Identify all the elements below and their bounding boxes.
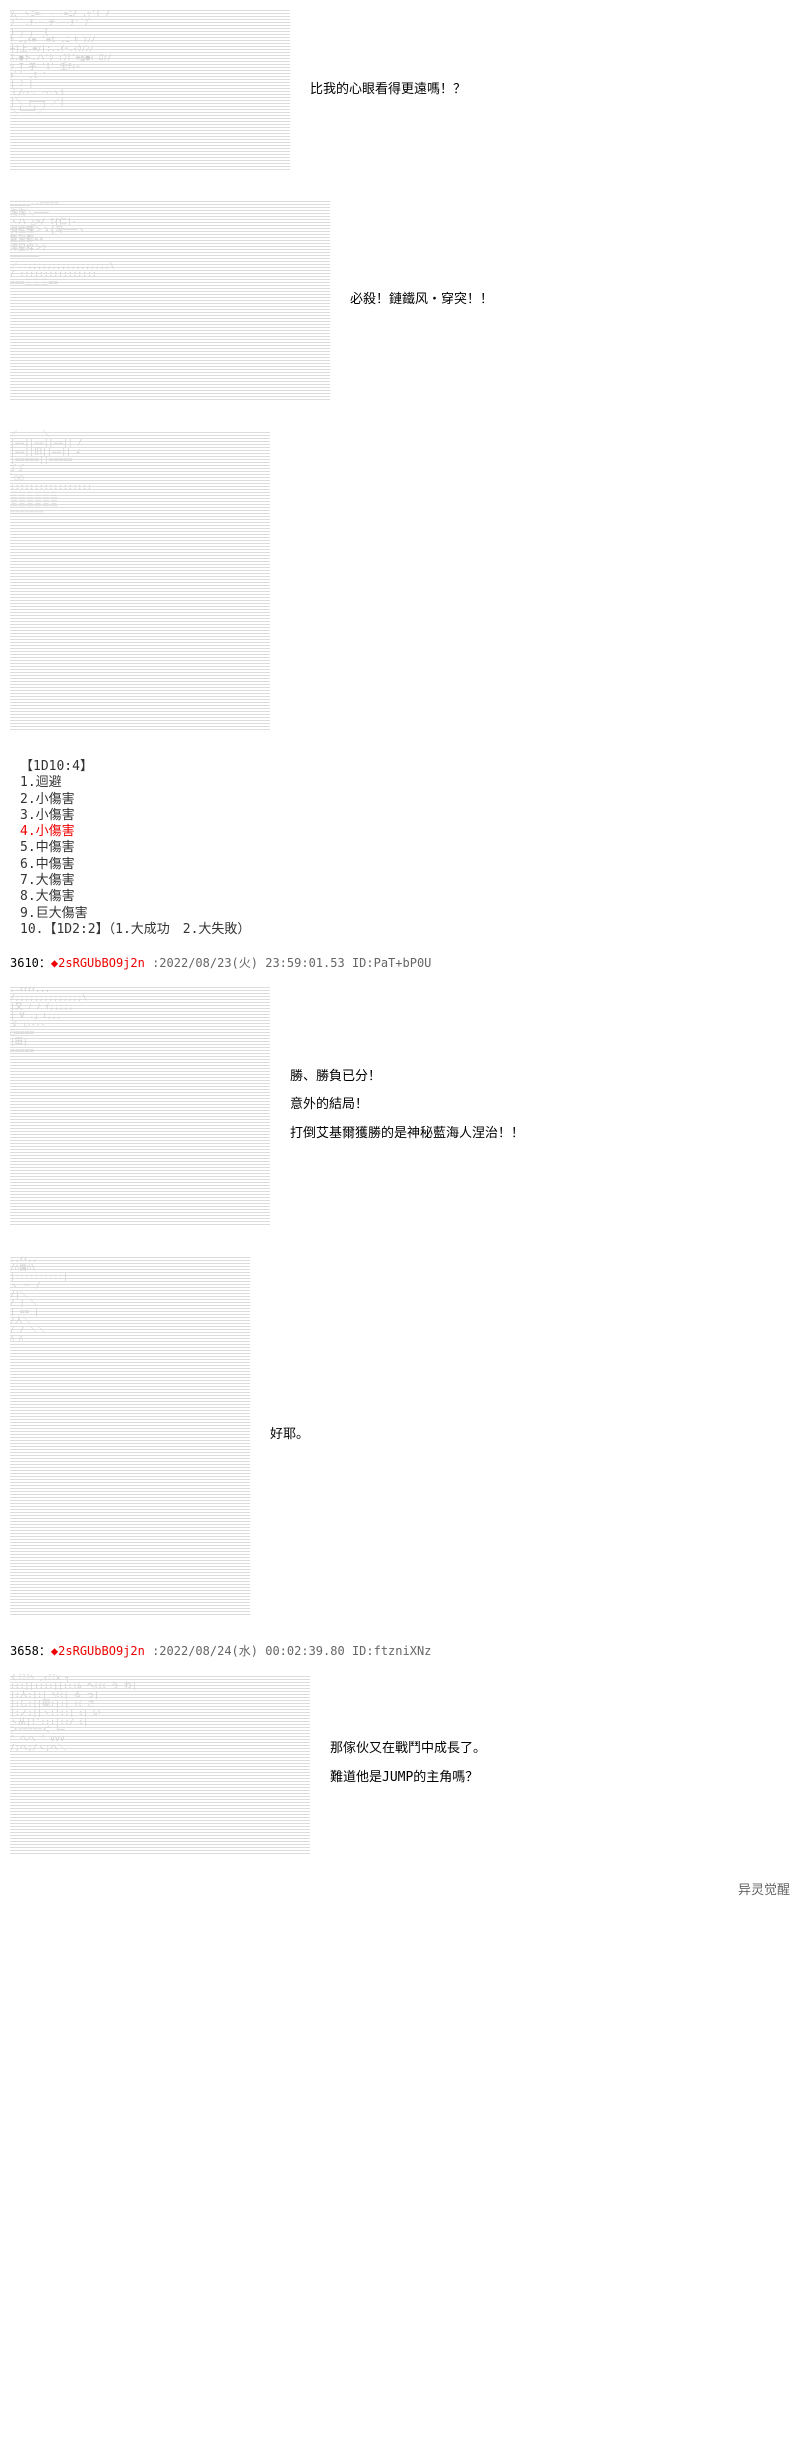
dice-item: 9.巨大傷害 <box>20 907 790 921</box>
panel-4: ,.ｨｨｨｨ,,,/;;;;;;;;;;;;;;\|又 ﾉ ﾉ ｲ;;;;;| … <box>10 985 790 1225</box>
panel-5: ,,ｨｨ,,/ﾊ倫ﾊ\|::::::::::|ヽ ー //|＼/ | ＼| ==… <box>10 1255 790 1615</box>
page-footer: 异灵觉醒 <box>10 1884 790 1898</box>
post-date: :2022/08/23(火) 23:59:01.53 <box>152 956 345 970</box>
ascii-art-commentator: くﾐﾐﾐﾍ ,ｨﾐﾐx ┐:::||::::||:::ﾑ ヘﾐﾐﾐ う わ||:… <box>10 1674 310 1854</box>
dice-item: 7.大傷害 <box>20 874 790 888</box>
panel-2: ﾆﾆﾆﾆﾆ--====洶洶＼───ヽハ △>/ ﾐ{仁|-彁壁輔＞ゝ{洶───ヽ… <box>10 200 790 400</box>
ascii-art-victor: ,,ｨｨ,,/ﾊ倫ﾊ\|::::::::::|ヽ ー //|＼/ | ＼| ==… <box>10 1255 250 1615</box>
panel-1: ｿ､ ヽﾆ=- - -=ﾆ/ ,ｯ'( /ﾌ ﾞ`.ﾁ-─-チ-─-ﾁ'´ﾌﾞ}… <box>10 10 790 170</box>
post-trip: ◆2sRGUbBO9j2n <box>51 956 145 970</box>
post-header-1: 3610：◆2sRGUbBO9j2n :2022/08/23(火) 23:59:… <box>10 957 790 970</box>
dice-item: 10.【1D2:2】（1.大成功 2.大失敗） <box>20 923 790 937</box>
ascii-art-face-1: ｿ､ ヽﾆ=- - -=ﾆ/ ,ｯ'( /ﾌ ﾞ`.ﾁ-─-チ-─-ﾁ'´ﾌﾞ}… <box>10 10 290 170</box>
panel-3: ／￣￣￣＼|==||==||==|| /|==||旧||==|| ∠|=====… <box>10 430 790 730</box>
dice-header: 【1D10:4】 <box>20 760 790 774</box>
dialog-2: 必殺！鏈鐵风・穿突！！ <box>350 293 493 307</box>
dialog-6: 那傢伙又在戰鬥中成長了。 難道他是JUMP的主角嗎？ <box>330 1742 486 1785</box>
ascii-art-pose: ／￣￣￣＼|==||==||==|| /|==||旧||==|| ∠|=====… <box>10 430 270 730</box>
dice-item-highlight: 4.小傷害 <box>20 825 790 839</box>
post-id: ID:PaT+bP0U <box>352 956 431 970</box>
post-id: ID:ftzniXNz <box>352 1644 431 1658</box>
dice-results: 【1D10:4】 1.迴避 2.小傷害 3.小傷害 4.小傷害 5.中傷害 6.… <box>20 760 790 937</box>
post-number: 3658： <box>10 1644 51 1658</box>
dice-item: 6.中傷害 <box>20 858 790 872</box>
post-date: :2022/08/24(水) 00:02:39.80 <box>152 1644 345 1658</box>
dialog-line: 那傢伙又在戰鬥中成長了。 <box>330 1742 486 1756</box>
post-header-2: 3658：◆2sRGUbBO9j2n :2022/08/24(水) 00:02:… <box>10 1645 790 1658</box>
dialog-4: 勝、勝負已分！ 意外的結局！ 打倒艾基爾獲勝的是神秘藍海人涅治！！ <box>290 1070 524 1141</box>
dice-item: 3.小傷害 <box>20 809 790 823</box>
dice-item: 8.大傷害 <box>20 890 790 904</box>
dialog-5: 好耶。 <box>270 1428 309 1442</box>
post-trip: ◆2sRGUbBO9j2n <box>51 1644 145 1658</box>
dialog-1: 比我的心眼看得更遠嗎！？ <box>310 83 466 97</box>
dialog-line: 意外的結局！ <box>290 1098 524 1112</box>
dialog-line: 勝、勝負已分！ <box>290 1070 524 1084</box>
dialog-line: 打倒艾基爾獲勝的是神秘藍海人涅治！！ <box>290 1127 524 1141</box>
ascii-art-announcer: ,.ｨｨｨｨ,,,/;;;;;;;;;;;;;;\|又 ﾉ ﾉ ｲ;;;;;| … <box>10 985 270 1225</box>
dice-item: 5.中傷害 <box>20 841 790 855</box>
post-number: 3610： <box>10 956 51 970</box>
dice-item: 2.小傷害 <box>20 793 790 807</box>
dice-item: 1.迴避 <box>20 776 790 790</box>
ascii-art-attack: ﾆﾆﾆﾆﾆ--====洶洶＼───ヽハ △>/ ﾐ{仁|-彁壁輔＞ゝ{洶───ヽ… <box>10 200 330 400</box>
panel-6: くﾐﾐﾐﾍ ,ｨﾐﾐx ┐:::||::::||:::ﾑ ヘﾐﾐﾐ う わ||:… <box>10 1674 790 1854</box>
dialog-line: 難道他是JUMP的主角嗎？ <box>330 1771 486 1785</box>
